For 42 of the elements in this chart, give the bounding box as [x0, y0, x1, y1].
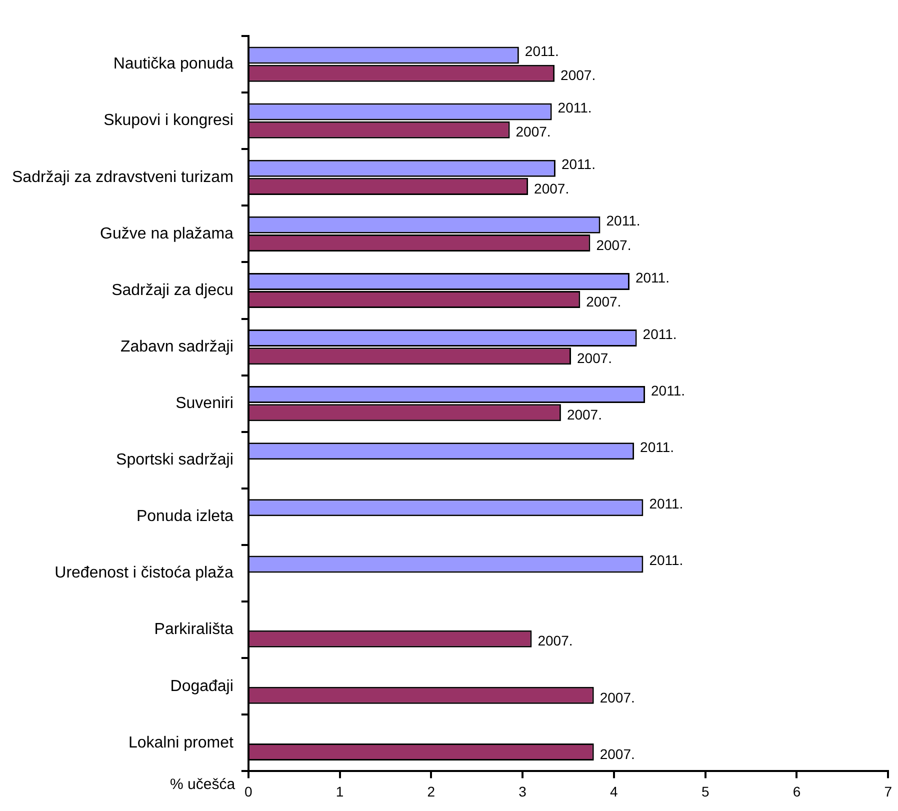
text: 2011. [649, 496, 684, 512]
y-tick-label: Ponuda izleta [136, 508, 234, 526]
y-tick-label: Suveniri [176, 395, 234, 412]
x-tick-label: 6 [792, 783, 801, 800]
x-tick-label: 1 [336, 783, 344, 800]
x-tick-label: 7 [884, 783, 892, 800]
y-tick-label: Parkirališta [154, 621, 234, 638]
x-axis-title: % učešća [170, 776, 236, 793]
text: 2007. [566, 406, 602, 423]
series-label: 2007. [560, 67, 596, 84]
text: 2007. [534, 180, 570, 196]
series-label: 2011. [640, 438, 674, 455]
text: 2011. [524, 43, 559, 60]
text: 2007. [586, 293, 622, 310]
text: 2007. [538, 632, 573, 649]
y-tick-label: Gužve na plažama [100, 225, 234, 242]
text: 2007. [600, 746, 635, 762]
text: 2007. [516, 124, 551, 140]
y-tick-label: Nautička ponuda [113, 56, 234, 73]
x-tick-label: 0 [244, 783, 253, 800]
y-tick-label: Skupovi i kongresi [104, 112, 234, 130]
text: 2011. [649, 552, 684, 568]
text: 2007. [596, 236, 632, 253]
text: 2007. [577, 350, 612, 366]
text: 2011. [651, 382, 686, 398]
y-tick-label: Uređenost i čistoća plaža [54, 564, 234, 582]
y-tick-label: Događaji [170, 678, 234, 695]
y-tick-label: Sadržaji za zdravstveni turizam [12, 168, 234, 186]
x-tick-label: 5 [701, 783, 710, 800]
y-tick-label: Sportski sadržaji [116, 452, 234, 469]
text: 2011. [635, 269, 670, 286]
x-tick-label: 3 [518, 783, 527, 800]
y-tick-label: Sadržaji za djecu [112, 282, 234, 299]
y-tick-label: Zabavn sadržaji [120, 338, 234, 356]
text: 2007. [600, 689, 635, 706]
y-tick-label: Lokalni promet [128, 734, 234, 752]
x-tick-label: 2 [427, 783, 436, 800]
x-tick-label: 4 [610, 783, 618, 800]
text: 2011. [558, 100, 592, 116]
text: 2011. [642, 326, 677, 342]
text: 2011. [561, 156, 596, 172]
text: 2011. [606, 212, 640, 229]
